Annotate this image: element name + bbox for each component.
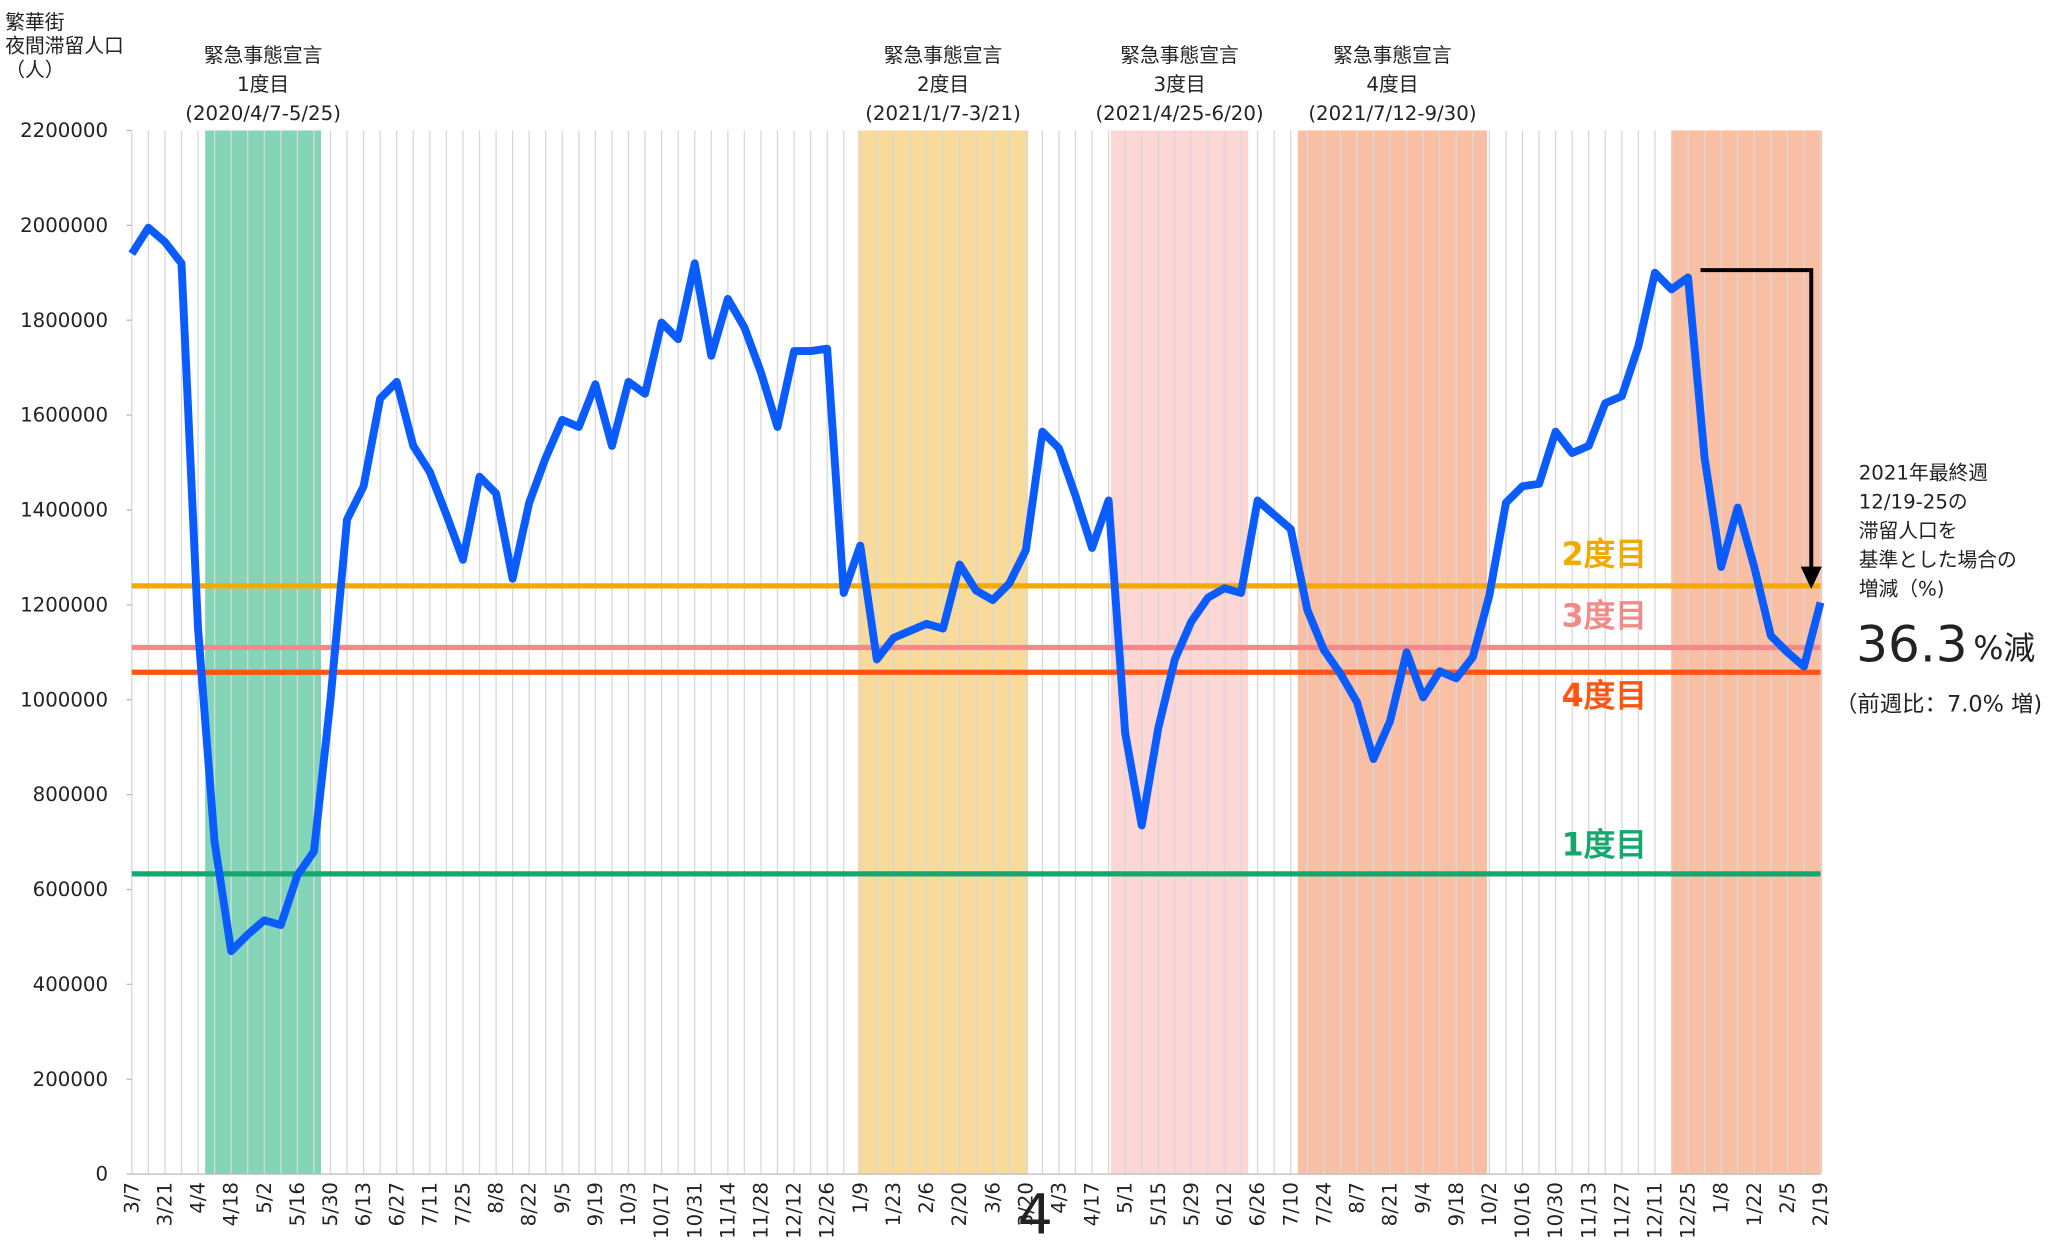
band-label: 4度目	[1366, 73, 1418, 96]
x-tick-label: 10/31	[683, 1182, 706, 1239]
x-tick-label: 9/18	[1445, 1182, 1468, 1226]
x-tick-label: 2/19	[1809, 1182, 1832, 1226]
emergency-band	[205, 130, 322, 1175]
x-tick-label: 8/8	[485, 1182, 508, 1214]
x-tick-label: 10/17	[650, 1182, 673, 1239]
x-tick-label: 6/13	[352, 1182, 375, 1226]
reference-label: 4度目	[1562, 678, 1647, 714]
y-axis-label: （人）	[5, 58, 64, 81]
x-tick-label: 12/12	[783, 1182, 806, 1239]
x-tick-label: 6/12	[1213, 1182, 1236, 1226]
band-label: 緊急事態宣言	[204, 44, 323, 67]
x-tick-label: 5/2	[253, 1182, 276, 1214]
annotation-line: 基準とした場合の	[1859, 549, 2017, 572]
x-tick-label: 8/22	[518, 1182, 541, 1226]
band-label: (2021/7/12-9/30)	[1308, 102, 1476, 125]
x-tick-label: 9/4	[1412, 1182, 1435, 1214]
x-tick-label: 8/7	[1346, 1182, 1369, 1214]
x-tick-label: 7/24	[1312, 1182, 1335, 1226]
band-label: 緊急事態宣言	[884, 44, 1003, 67]
x-tick-label: 4/17	[1081, 1182, 1104, 1226]
x-tick-label: 1/23	[882, 1182, 905, 1226]
y-tick-label: 800000	[33, 783, 108, 806]
x-tick-label: 5/30	[319, 1182, 342, 1226]
y-axis-label: 夜間滞留人口	[5, 35, 124, 58]
band-label: 1度目	[237, 73, 289, 96]
reference-label: 1度目	[1562, 827, 1647, 863]
y-tick-label: 200000	[33, 1068, 108, 1091]
annotation-line: 滞留人口を	[1859, 520, 1958, 543]
y-tick-label: 1400000	[20, 499, 108, 522]
x-tick-label: 5/15	[1147, 1182, 1170, 1226]
x-tick-label: 9/5	[551, 1182, 574, 1214]
data-line	[128, 223, 1825, 956]
x-tick-label: 10/3	[617, 1182, 640, 1226]
x-tick-label: 11/27	[1610, 1182, 1633, 1239]
x-tick-label: 12/25	[1677, 1182, 1700, 1239]
annotation-arrow	[1700, 268, 1814, 570]
x-tick-label: 12/26	[816, 1182, 839, 1239]
x-tick-label: 11/13	[1577, 1182, 1600, 1239]
x-tick-label: 11/28	[750, 1182, 773, 1239]
x-tick-label: 4/18	[220, 1182, 243, 1226]
x-tick-label: 4/3	[1048, 1182, 1071, 1214]
y-tick-label: 1600000	[20, 404, 108, 427]
annotation-note: （前週比：7.0% 増)	[1835, 692, 2042, 718]
x-tick-label: 5/16	[286, 1182, 309, 1226]
x-tick-label: 7/11	[418, 1182, 441, 1226]
y-tick-label: 1000000	[20, 688, 108, 711]
x-tick-label: 3/7	[120, 1182, 143, 1214]
x-tick-label: 12/11	[1644, 1182, 1667, 1239]
x-tick-label: 2/6	[915, 1182, 938, 1214]
band-label: 緊急事態宣言	[1333, 44, 1452, 67]
stray-text: 4	[1018, 1183, 1053, 1240]
y-tick-label: 0	[96, 1163, 109, 1186]
x-tick-label: 8/21	[1379, 1182, 1402, 1226]
band-label: 3度目	[1153, 73, 1205, 96]
x-tick-label: 1/8	[1710, 1182, 1733, 1214]
x-tick-label: 3/21	[154, 1182, 177, 1226]
y-tick-label: 400000	[33, 973, 108, 996]
x-tick-label: 6/27	[385, 1182, 408, 1226]
x-tick-label: 10/30	[1544, 1182, 1567, 1239]
band-label: 緊急事態宣言	[1120, 44, 1239, 67]
x-tick-label: 10/16	[1511, 1182, 1534, 1239]
annotation-big-unit: %減	[1973, 631, 2035, 667]
y-axis-label: 繁華街	[5, 11, 64, 34]
reference-label: 2度目	[1562, 537, 1647, 573]
x-tick-label: 3/6	[981, 1182, 1004, 1214]
x-tick-label: 1/22	[1743, 1182, 1766, 1226]
x-tick-label: 5/29	[1180, 1182, 1203, 1226]
y-tick-label: 2200000	[20, 119, 108, 142]
x-tick-label: 7/25	[452, 1182, 475, 1226]
annotation-line: 12/19-25の	[1859, 491, 1968, 514]
x-tick-label: 11/14	[716, 1182, 739, 1239]
x-tick-label: 2/20	[948, 1182, 971, 1226]
emergency-band	[1671, 130, 1823, 1175]
x-tick-label: 5/1	[1114, 1182, 1137, 1214]
y-tick-label: 600000	[33, 878, 108, 901]
y-tick-label: 1200000	[20, 593, 108, 616]
x-tick-label: 7/10	[1279, 1182, 1302, 1226]
y-tick-label: 1800000	[20, 309, 108, 332]
annotation-line: 増減（%)	[1859, 578, 1945, 601]
x-tick-label: 3/20	[1014, 1182, 1037, 1226]
y-tick-label: 2000000	[20, 214, 108, 237]
x-tick-label: 2/5	[1776, 1182, 1799, 1214]
arrow-head	[1800, 566, 1822, 590]
x-tick-label: 1/9	[849, 1182, 872, 1214]
band-label: (2021/1/7-3/21)	[865, 102, 1021, 125]
annotation-big: 36.3	[1856, 616, 1968, 674]
x-tick-label: 6/26	[1246, 1182, 1269, 1226]
band-label: (2020/4/7-5/25)	[185, 102, 341, 125]
x-tick-label: 10/2	[1478, 1182, 1501, 1226]
reference-label: 3度目	[1562, 598, 1647, 634]
band-label: 2度目	[917, 73, 969, 96]
x-tick-label: 4/4	[187, 1182, 210, 1214]
band-label: (2021/4/25-6/20)	[1095, 102, 1263, 125]
x-tick-label: 9/19	[584, 1182, 607, 1226]
annotation-line: 2021年最終週	[1859, 462, 1989, 485]
